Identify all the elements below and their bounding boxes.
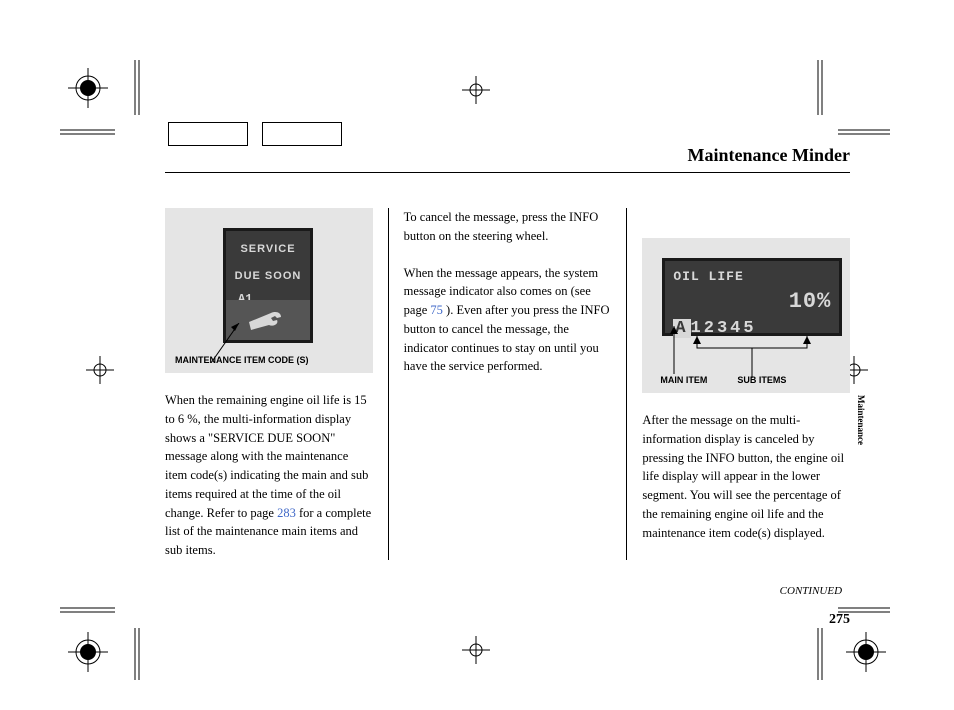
label-sub-items: SUB ITEMS xyxy=(737,374,786,388)
service-due-figure: SERVICE DUE SOON A1 MAINTENANCE ITEM COD… xyxy=(165,208,373,373)
lcd-line2: DUE SOON xyxy=(226,258,310,285)
callout-main xyxy=(664,326,694,378)
paragraph-3: When the message appears, the system mes… xyxy=(404,264,612,377)
page-number: 275 xyxy=(829,609,850,630)
header-rule xyxy=(165,172,850,173)
figure1-caption: MAINTENANCE ITEM CODE (S) xyxy=(175,354,309,368)
column-separator xyxy=(388,208,389,560)
continued-label: CONTINUED xyxy=(780,583,842,600)
column-separator xyxy=(626,208,627,560)
column-left: SERVICE DUE SOON A1 MAINTENANCE ITEM COD… xyxy=(165,208,373,560)
page-ref-75[interactable]: 75 xyxy=(430,303,443,317)
side-tab-maintenance: Maintenance xyxy=(856,395,866,445)
label-main-item: MAIN ITEM xyxy=(660,374,707,388)
paragraph-4: After the message on the multi-informati… xyxy=(642,411,850,542)
column-right: OIL LIFE 10% A12345 MAIN ITEM SUB ITEMS … xyxy=(642,208,850,560)
lcd-line1: SERVICE xyxy=(226,231,310,258)
lcd-display-oil: OIL LIFE 10% A12345 xyxy=(662,258,842,336)
paragraph-1: When the remaining engine oil life is 15… xyxy=(165,391,373,560)
paragraph-2: To cancel the message, press the INFO bu… xyxy=(404,208,612,246)
page-ref-283[interactable]: 283 xyxy=(277,506,296,520)
column-middle: To cancel the message, press the INFO bu… xyxy=(404,208,612,560)
page-title: Maintenance Minder xyxy=(165,145,850,166)
oil-life-figure: OIL LIFE 10% A12345 MAIN ITEM SUB ITEMS xyxy=(642,238,850,393)
lcd-oil-percent: 10% xyxy=(673,285,831,318)
